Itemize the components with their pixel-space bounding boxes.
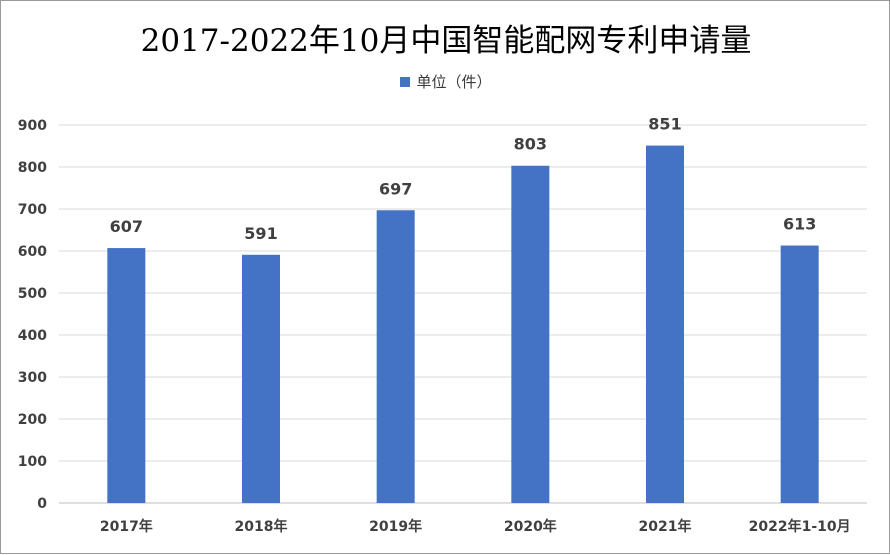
chart-legend: 单位（件） bbox=[1, 71, 890, 92]
bar bbox=[780, 245, 819, 504]
data-label: 613 bbox=[783, 215, 816, 234]
x-tick-label: 2017年 bbox=[100, 518, 153, 535]
bar bbox=[242, 254, 280, 503]
chart-title: 2017-2022年10月中国智能配网专利申请量 bbox=[140, 23, 752, 59]
data-label: 607 bbox=[110, 217, 143, 236]
x-tick-label: 2019年 bbox=[369, 518, 422, 535]
bar bbox=[511, 165, 550, 504]
bar bbox=[646, 145, 684, 503]
y-tick-label: 400 bbox=[18, 328, 47, 344]
y-tick-label: 500 bbox=[18, 286, 47, 302]
y-tick-label: 0 bbox=[37, 496, 47, 512]
data-label: 591 bbox=[244, 224, 277, 243]
x-tick-label: 2021年 bbox=[639, 518, 692, 535]
x-tick-label: 2022年1-10月 bbox=[749, 518, 851, 535]
data-label: 803 bbox=[514, 135, 547, 154]
y-tick-label: 300 bbox=[18, 370, 47, 386]
y-tick-label: 700 bbox=[18, 202, 47, 218]
y-tick-label: 200 bbox=[18, 412, 47, 428]
bar bbox=[107, 248, 146, 503]
legend-label: 单位（件） bbox=[416, 73, 492, 91]
y-tick-label: 800 bbox=[18, 160, 47, 176]
bar bbox=[376, 210, 415, 503]
y-tick-label: 100 bbox=[18, 454, 47, 470]
y-tick-label: 600 bbox=[18, 244, 47, 260]
data-label: 697 bbox=[379, 179, 412, 198]
x-tick-label: 2018年 bbox=[235, 518, 288, 535]
x-tick-label: 2020年 bbox=[504, 518, 557, 535]
legend-swatch bbox=[400, 76, 411, 87]
data-label: 851 bbox=[648, 115, 681, 134]
y-tick-label: 900 bbox=[18, 118, 47, 134]
